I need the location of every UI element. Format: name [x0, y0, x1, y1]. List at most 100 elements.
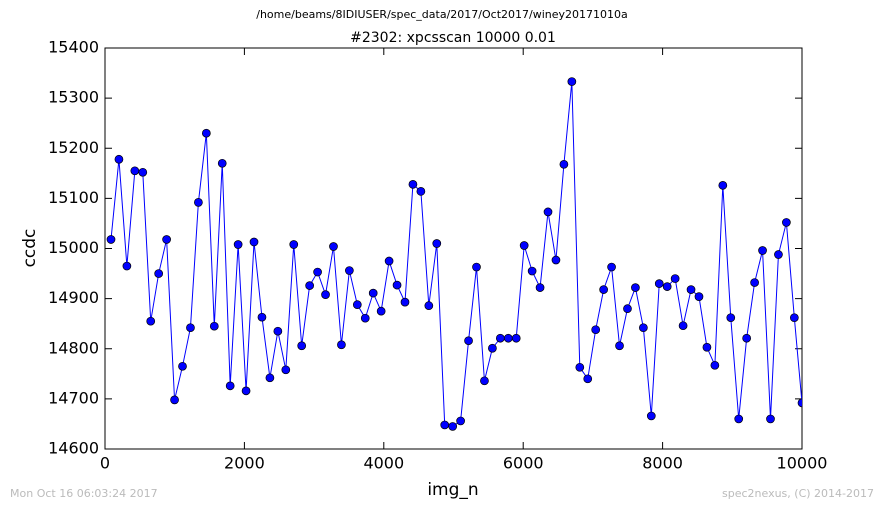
x-tick-label: 0	[100, 454, 110, 473]
data-point	[201, 128, 211, 138]
data-point	[774, 250, 783, 259]
data-point	[194, 198, 203, 207]
data-point	[273, 326, 283, 336]
data-point	[766, 414, 775, 424]
data-point	[480, 376, 489, 386]
suptitle: /home/beams/8IDIUSER/spec_data/2017/Oct2…	[256, 8, 628, 21]
data-point	[170, 395, 179, 405]
y-tick-label: 14800	[48, 338, 99, 357]
data-point	[559, 159, 569, 169]
data-point	[678, 321, 688, 331]
data-point	[321, 290, 330, 299]
data-point	[122, 261, 132, 271]
data-point	[511, 333, 521, 343]
data-point	[686, 285, 696, 294]
data-point	[646, 411, 656, 421]
timestamp: Mon Oct 16 06:03:24 2017	[10, 487, 158, 500]
data-point	[178, 361, 187, 371]
data-point	[750, 278, 759, 287]
data-point	[305, 281, 314, 290]
y-tick-label: 14900	[48, 288, 99, 307]
data-point	[448, 422, 458, 431]
data-point	[639, 323, 648, 333]
data-point	[782, 218, 791, 227]
data-point	[106, 235, 116, 244]
data-point	[432, 239, 442, 248]
data-line	[110, 81, 802, 427]
x-tick-label: 8000	[642, 454, 683, 473]
data-point	[591, 325, 601, 335]
data-point	[186, 323, 195, 333]
data-point	[337, 340, 346, 350]
data-point	[535, 283, 545, 292]
data-point	[599, 285, 608, 294]
data-point	[329, 242, 338, 251]
data-point	[702, 342, 712, 352]
data-point	[352, 300, 362, 309]
y-tick-label: 15000	[48, 238, 99, 257]
data-point	[607, 262, 616, 272]
data-point	[424, 301, 434, 310]
data-point	[249, 237, 259, 247]
y-tick-label: 14600	[48, 439, 99, 458]
data-point	[726, 313, 736, 323]
data-point	[233, 240, 243, 249]
x-tick-label: 10000	[777, 454, 828, 473]
data-point	[631, 283, 640, 292]
credit: spec2nexus, (C) 2014-2017	[722, 487, 874, 500]
data-point	[543, 207, 553, 217]
data-point	[615, 341, 624, 351]
data-point	[408, 179, 418, 189]
data-point	[130, 166, 140, 176]
data-point	[384, 256, 394, 266]
data-point	[734, 414, 744, 424]
data-point	[519, 241, 529, 250]
data-point	[241, 386, 251, 396]
data-point	[281, 365, 291, 375]
data-point	[472, 262, 481, 272]
data-point	[575, 362, 585, 372]
data-point	[400, 297, 410, 307]
data-point	[360, 313, 370, 323]
data-point	[495, 333, 505, 343]
data-point	[162, 235, 171, 244]
data-point	[551, 255, 561, 265]
data-point	[662, 282, 672, 291]
data-point	[297, 341, 307, 351]
y-tick-label: 15100	[48, 188, 99, 207]
data-point	[710, 360, 720, 370]
y-tick-label: 14700	[48, 388, 99, 407]
data-point	[488, 343, 497, 353]
data-point	[217, 158, 227, 168]
data-point	[289, 240, 299, 249]
data-point	[209, 321, 219, 331]
data-point	[583, 374, 593, 384]
chart-title: #2302: xpcsscan 10000 0.01	[350, 30, 556, 46]
data-point	[154, 269, 164, 278]
x-tick-label: 2000	[224, 454, 265, 473]
data-point	[797, 398, 802, 408]
data-point	[718, 180, 728, 190]
data-point	[313, 267, 322, 277]
y-tick-label: 15300	[48, 88, 99, 107]
data-point	[670, 274, 680, 283]
data-point	[114, 154, 124, 164]
x-tick-label: 6000	[503, 454, 544, 473]
data-point	[440, 420, 450, 430]
data-point	[138, 167, 148, 177]
data-point	[758, 246, 767, 255]
data-point	[623, 304, 632, 313]
data-point	[392, 280, 402, 290]
data-point	[527, 266, 537, 276]
data-point	[146, 316, 156, 326]
data-point	[376, 306, 386, 316]
plot-frame	[104, 47, 803, 450]
y-tick-label: 15400	[48, 38, 99, 57]
data-point	[416, 187, 426, 196]
y-tick-label: 15200	[48, 138, 99, 157]
data-point	[456, 416, 465, 426]
data-point	[694, 292, 704, 301]
data-point	[503, 333, 513, 343]
data-point	[464, 336, 473, 346]
data-point	[257, 312, 267, 322]
